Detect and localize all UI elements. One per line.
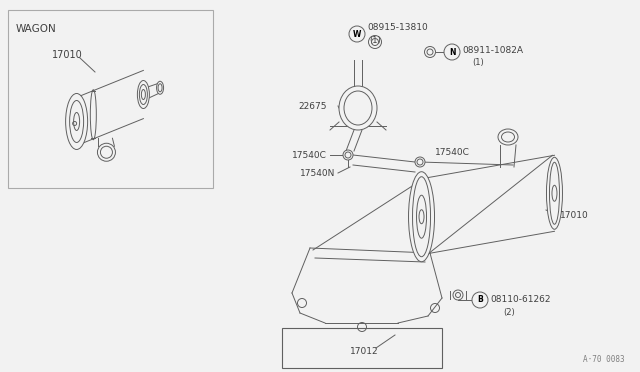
Text: B: B: [477, 295, 483, 305]
Ellipse shape: [97, 143, 115, 161]
Bar: [282, 328, 442, 368]
Text: 08110-61262: 08110-61262: [490, 295, 550, 305]
Circle shape: [472, 292, 488, 308]
Ellipse shape: [138, 80, 149, 109]
Circle shape: [444, 44, 460, 60]
Text: 17540C: 17540C: [292, 151, 327, 160]
Ellipse shape: [157, 81, 164, 94]
Ellipse shape: [453, 290, 463, 300]
Text: WAGON: WAGON: [16, 24, 57, 34]
Text: 08915-13810: 08915-13810: [367, 22, 428, 32]
Text: 17010: 17010: [560, 211, 589, 219]
Ellipse shape: [547, 157, 563, 229]
Ellipse shape: [343, 150, 353, 160]
Text: (1): (1): [472, 58, 484, 67]
Ellipse shape: [415, 157, 425, 167]
Text: W: W: [353, 29, 361, 38]
Text: 22675: 22675: [298, 102, 326, 110]
Text: (1): (1): [369, 35, 381, 45]
Text: 17010: 17010: [52, 50, 83, 60]
Text: 08911-1082A: 08911-1082A: [462, 45, 523, 55]
Bar: [8, 10, 213, 188]
Text: A·70 0083: A·70 0083: [584, 356, 625, 365]
Text: 17540N: 17540N: [300, 169, 335, 177]
Ellipse shape: [408, 172, 435, 262]
Circle shape: [349, 26, 365, 42]
Ellipse shape: [424, 46, 435, 58]
Ellipse shape: [498, 129, 518, 145]
Ellipse shape: [339, 86, 377, 130]
Text: 17540C: 17540C: [435, 148, 470, 157]
Text: 17012: 17012: [350, 347, 379, 356]
Ellipse shape: [66, 93, 88, 150]
Ellipse shape: [369, 35, 381, 48]
Text: N: N: [449, 48, 455, 57]
Text: (2): (2): [503, 308, 515, 317]
